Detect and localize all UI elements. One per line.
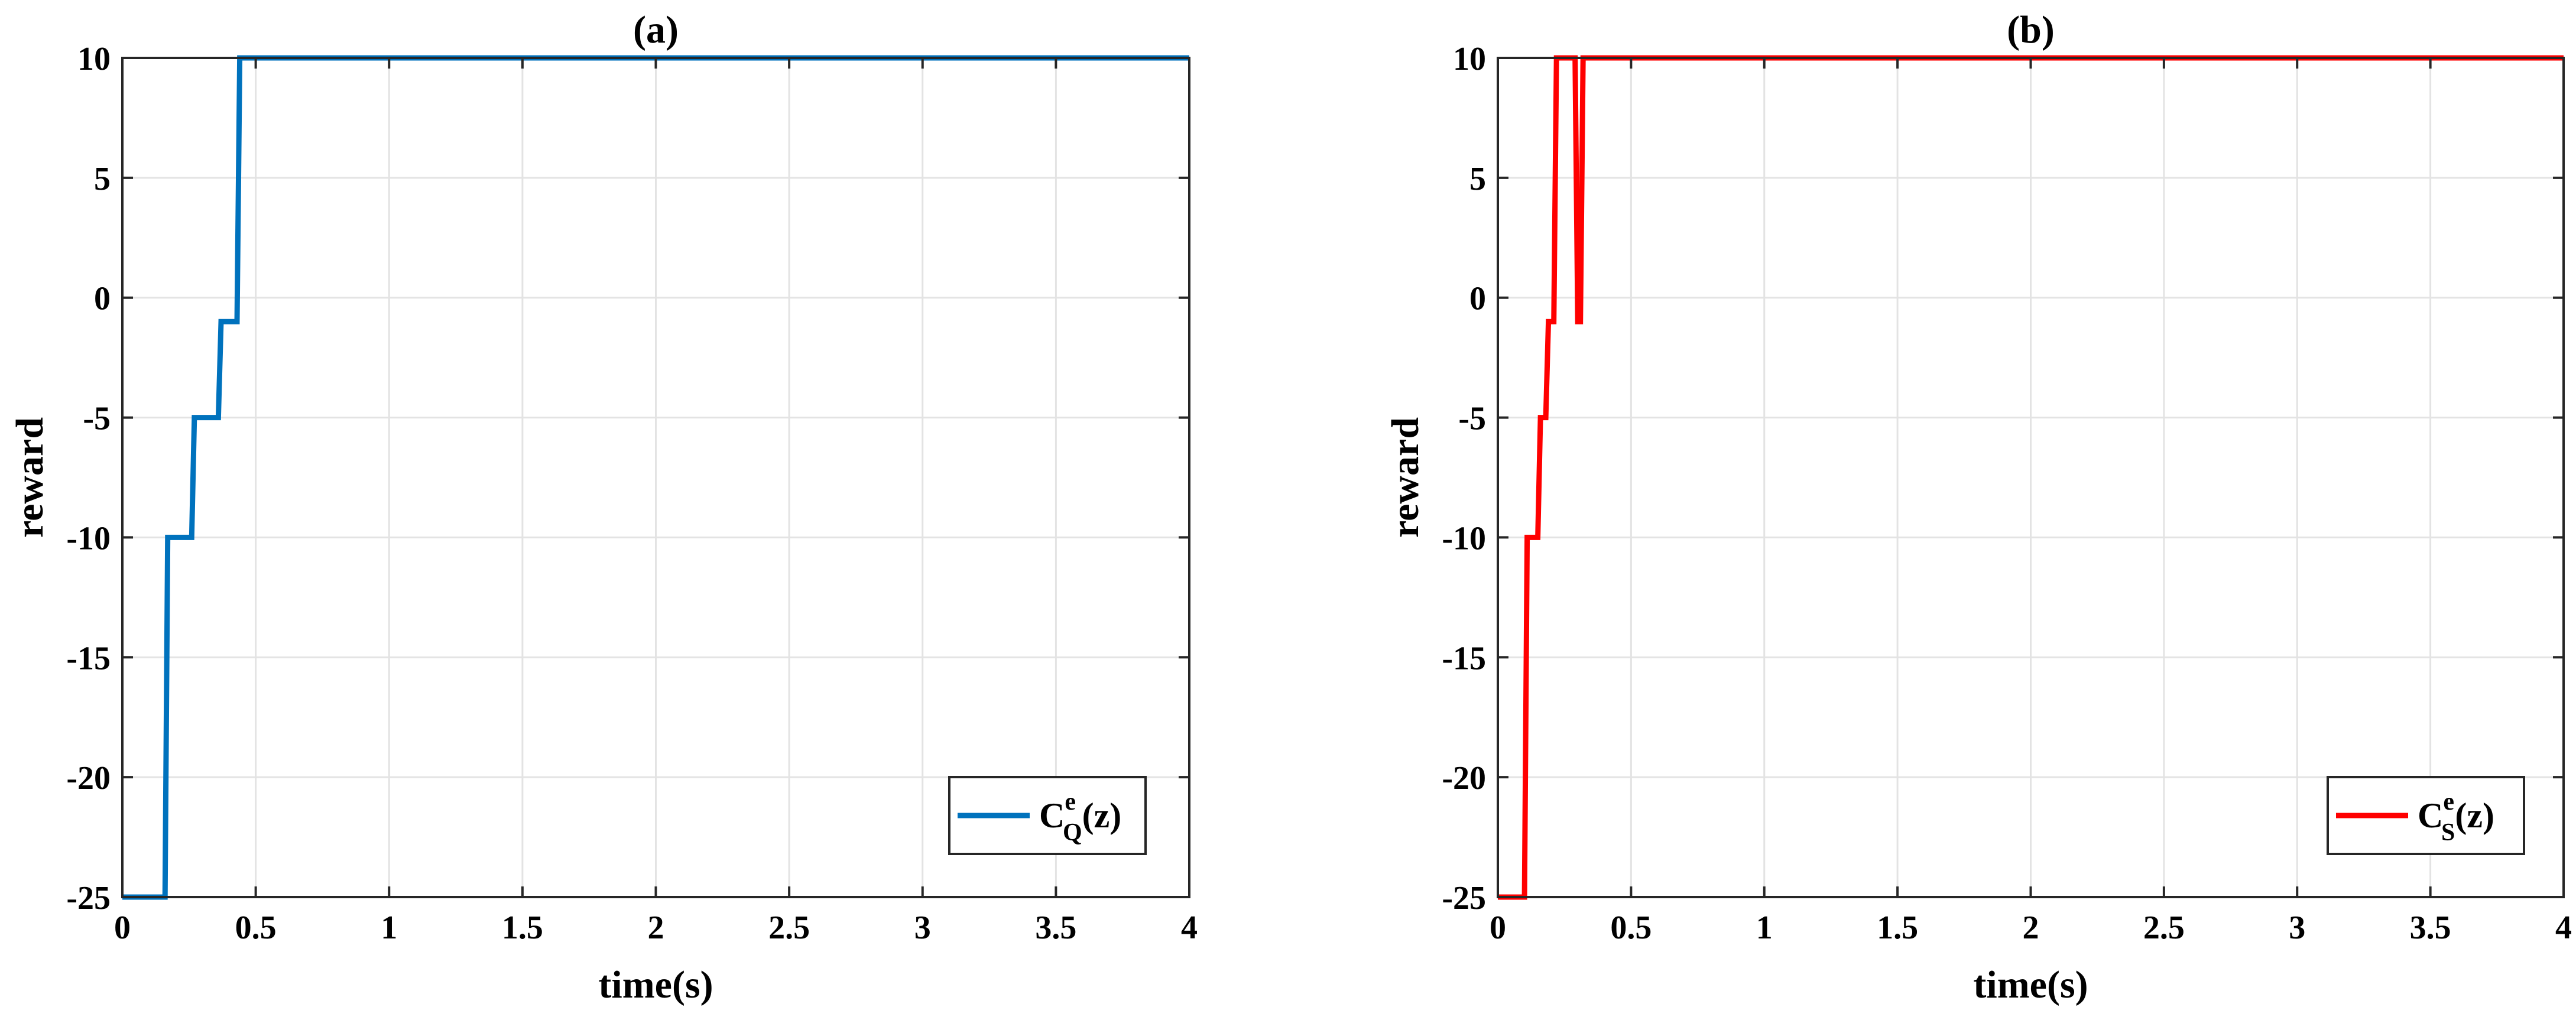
series-line	[1498, 55, 2564, 900]
x-tick-label: 3.5	[2410, 909, 2451, 946]
x-tick-label: 1	[1756, 909, 1773, 946]
x-tick-label: 2	[648, 909, 664, 946]
y-tick-label: -25	[66, 880, 111, 917]
y-tick-label: -15	[66, 640, 111, 677]
legend-label: Ce Q(z)	[1039, 788, 1121, 846]
x-tick-label: 1.5	[1877, 909, 1918, 946]
x-tick-label: 1.5	[502, 909, 543, 946]
y-tick-label: -5	[1458, 401, 1486, 437]
x-tick-label: 4	[1181, 909, 1198, 946]
y-axis-label: reward	[1384, 417, 1427, 538]
y-tick-label: -10	[66, 520, 111, 557]
y-tick-label: 0	[94, 281, 111, 317]
x-tick-label: 2.5	[2143, 909, 2185, 946]
chart-title: (a)	[633, 8, 679, 51]
chart-title: (b)	[2007, 8, 2055, 51]
x-tick-label: 2.5	[768, 909, 810, 946]
y-tick-label: -10	[1442, 520, 1486, 557]
y-tick-label: 10	[1453, 41, 1486, 77]
chart-panel-b: 0 0.5 1 1.5 2 2.5 3 3.5 4 10 5 0 -5 -10 -15 -20 -25 (b) ti…	[1384, 8, 2572, 1006]
y-tick-label: 5	[1469, 161, 1486, 197]
x-tick-label: 3	[914, 909, 931, 946]
y-tick-label: -15	[1442, 640, 1486, 677]
x-axis-label: time(s)	[1973, 963, 2088, 1006]
x-tick-label: 0.5	[235, 909, 277, 946]
x-tick-label: 0	[114, 909, 131, 946]
y-tick-label: 5	[94, 161, 111, 197]
y-tick-label: -25	[1442, 880, 1486, 917]
x-tick-label: 3	[2289, 909, 2305, 946]
legend-label: Ce S(z)	[2418, 788, 2494, 846]
x-tick-label: 0	[1490, 909, 1506, 946]
x-tick-label: 3.5	[1035, 909, 1076, 946]
y-tick-label: 0	[1469, 281, 1486, 317]
chart-panel-a: 0 0.5 1 1.5 2 2.5 3 3.5 4 10 5 0 -5 -10 -15 -20 -25 (a) ti…	[8, 8, 1198, 1006]
x-tick-label: 1	[381, 909, 397, 946]
y-tick-label: -20	[1442, 760, 1486, 797]
legend: Ce Q(z)	[948, 776, 1147, 855]
x-tick-label: 4	[2555, 909, 2572, 946]
y-axis-label: reward	[8, 417, 51, 538]
y-tick-label: -20	[66, 760, 111, 797]
y-tick-label: 10	[77, 41, 111, 77]
x-tick-label: 0.5	[1610, 909, 1652, 946]
legend: Ce S(z)	[2327, 776, 2525, 855]
x-tick-label: 2	[2023, 909, 2039, 946]
x-axis-label: time(s)	[598, 963, 713, 1006]
series-line	[122, 55, 1189, 900]
y-tick-label: -5	[83, 401, 111, 437]
